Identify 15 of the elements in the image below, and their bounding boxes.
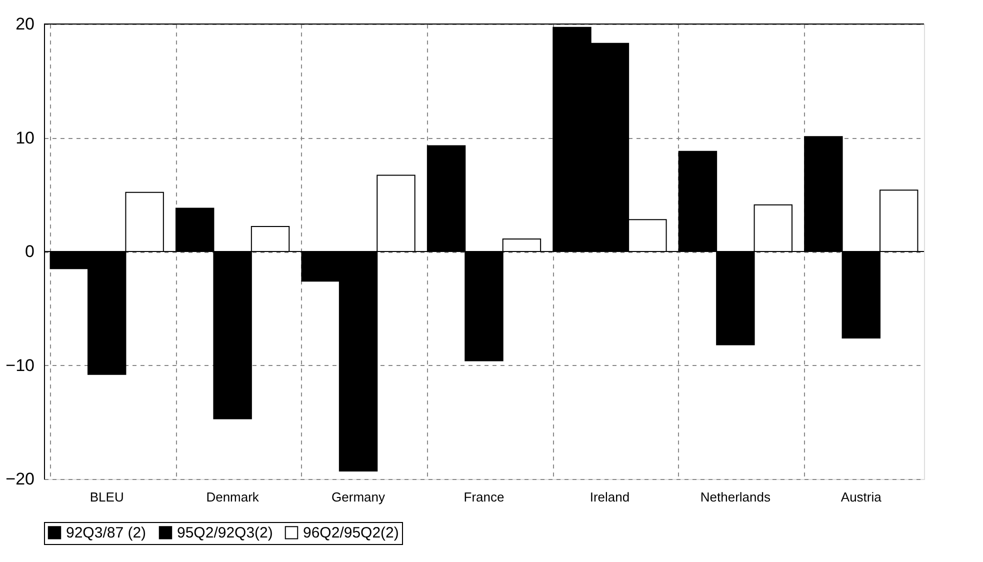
y-tick-label: −20	[6, 470, 34, 488]
y-tick-label: 20	[16, 14, 34, 34]
x-tick-label: Denmark	[206, 490, 260, 504]
y-tick-label: 0	[25, 242, 34, 261]
y-tick-label: 10	[16, 128, 34, 148]
x-tick-label: BLEU	[90, 490, 124, 504]
legend-label: 95Q2/92Q3(2)	[177, 524, 273, 542]
x-tick-label: Germany	[332, 490, 386, 504]
legend-label: 96Q2/95Q2(2)	[303, 524, 399, 542]
legend-label: 92Q3/87 (2)	[66, 524, 146, 542]
x-tick-label: France	[464, 490, 504, 504]
x-tick-label: Austria	[840, 490, 882, 504]
x-tick-label: Ireland	[590, 490, 630, 504]
y-tick-label: −10	[6, 356, 34, 375]
x-tick-label: Netherlands	[700, 490, 771, 504]
